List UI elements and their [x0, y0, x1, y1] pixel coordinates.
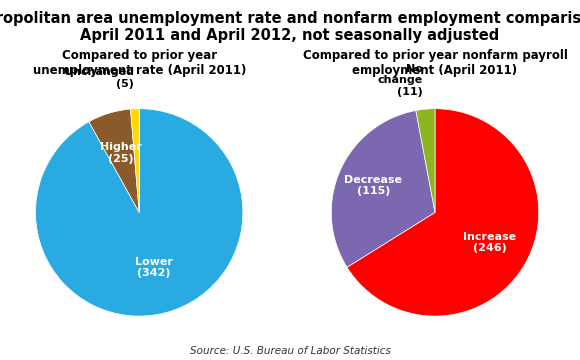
Text: No
change
(11): No change (11) — [378, 64, 423, 97]
Text: Higher
(25): Higher (25) — [100, 142, 142, 164]
Title: Compared to prior year nonfarm payroll
employment (April 2011): Compared to prior year nonfarm payroll e… — [303, 49, 567, 77]
Text: Source: U.S. Bureau of Labor Statistics: Source: U.S. Bureau of Labor Statistics — [190, 346, 390, 356]
Wedge shape — [416, 109, 435, 212]
Title: Compared to prior year
unemployment rate (April 2011): Compared to prior year unemployment rate… — [32, 49, 246, 77]
Text: Unchanged
(5): Unchanged (5) — [64, 67, 133, 89]
Wedge shape — [35, 109, 243, 316]
Text: Lower
(342): Lower (342) — [135, 257, 172, 278]
Wedge shape — [331, 111, 435, 267]
Text: Metropolitan area unemployment rate and nonfarm employment comparisons,
April 20: Metropolitan area unemployment rate and … — [0, 11, 580, 43]
Text: Increase
(246): Increase (246) — [463, 232, 516, 253]
Wedge shape — [347, 109, 539, 316]
Wedge shape — [130, 109, 139, 212]
Wedge shape — [89, 109, 139, 212]
Text: Decrease
(115): Decrease (115) — [345, 175, 403, 196]
